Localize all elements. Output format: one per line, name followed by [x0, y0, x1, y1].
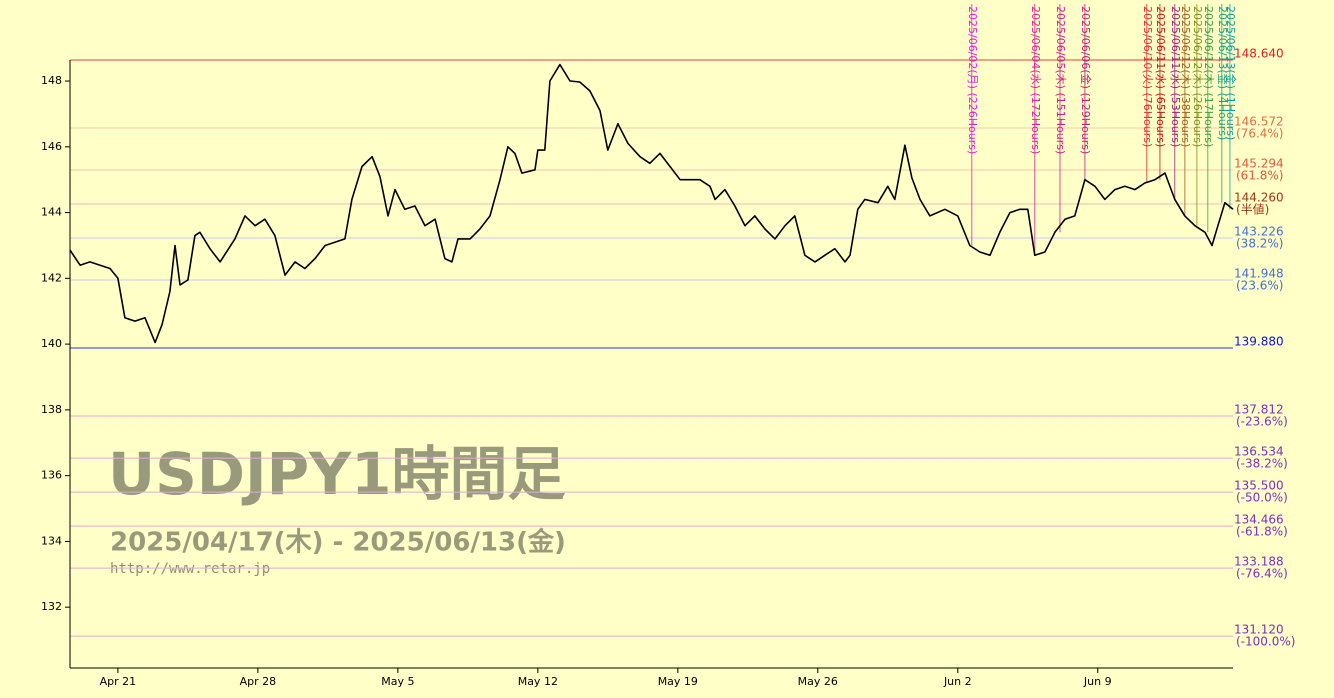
x-tick-label: Apr 21	[100, 675, 137, 688]
marker-label: 2025/06/13(金) (1Hours)	[1224, 6, 1238, 140]
x-tick-label: Jun 9	[1083, 675, 1112, 688]
y-tick-label: 132	[41, 600, 62, 613]
level-label: 148.640	[1234, 47, 1284, 61]
level-label: 133.188	[1234, 555, 1284, 569]
level-label: 135.500	[1234, 479, 1284, 493]
level-note: (-50.0%)	[1236, 491, 1288, 505]
y-tick-label: 146	[41, 140, 62, 153]
level-label: 131.120	[1234, 623, 1284, 637]
level-note: (-61.8%)	[1236, 525, 1288, 539]
marker-label: 2025/06/12(木) (38Hours)	[1179, 6, 1192, 147]
level-label: 137.812	[1234, 403, 1284, 417]
level-label: 134.466	[1234, 513, 1284, 527]
x-tick-label: May 12	[518, 675, 558, 688]
marker-label: 2025/06/04(水) (172Hours)	[1029, 6, 1042, 154]
level-note: (-100.0%)	[1236, 635, 1295, 649]
level-label: 144.260	[1234, 191, 1284, 205]
x-tick-label: May 5	[381, 675, 414, 688]
x-tick-label: May 19	[658, 675, 698, 688]
watermark-subtitle: 2025/04/17(木) - 2025/06/13(金)	[110, 527, 566, 558]
y-tick-label: 138	[41, 403, 62, 416]
y-tick-label: 134	[41, 534, 62, 547]
marker-label: 2025/06/11(水) (65Hours)	[1154, 6, 1167, 147]
y-tick-label: 148	[41, 74, 62, 87]
marker-label: 2025/06/11(水) (53Hours)	[1169, 6, 1182, 147]
level-label: 141.948	[1234, 267, 1284, 281]
level-note: (61.8%)	[1236, 169, 1283, 183]
level-label: 146.572	[1234, 115, 1284, 129]
level-note: (76.4%)	[1236, 127, 1283, 141]
watermark-title: USDJPY1時間足	[108, 440, 565, 508]
level-label: 139.880	[1234, 335, 1284, 349]
level-note: (-38.2%)	[1236, 457, 1288, 471]
y-tick-label: 142	[41, 271, 62, 284]
source-url: http://www.retar.jp	[110, 561, 270, 577]
marker-label: 2025/06/05(木) (151Hours)	[1054, 6, 1067, 154]
marker-label: 2025/06/12(木) (17Hours)	[1202, 6, 1215, 147]
x-tick-label: May 26	[798, 675, 838, 688]
level-label: 136.534	[1234, 445, 1284, 459]
y-tick-label: 136	[41, 469, 62, 482]
marker-label: 2025/06/02(月) (226Hours)	[966, 6, 979, 154]
level-note: (-76.4%)	[1236, 567, 1288, 581]
level-note: (-23.6%)	[1236, 415, 1288, 429]
price-line	[69, 63, 1234, 344]
y-tick-label: 144	[41, 206, 62, 219]
level-note: (23.6%)	[1236, 279, 1283, 293]
y-tick-label: 140	[41, 337, 62, 350]
x-tick-label: Apr 28	[240, 675, 277, 688]
level-label: 145.294	[1234, 157, 1284, 171]
level-note: (半値)	[1236, 202, 1269, 217]
marker-label: 2025/06/10(火) (76Hours)	[1141, 6, 1154, 147]
marker-label: 2025/06/12(木) (26Hours)	[1191, 6, 1204, 147]
marker-label: 2025/06/06(金) (129Hours)	[1079, 6, 1093, 154]
level-label: 143.226	[1234, 225, 1284, 239]
x-tick-label: Jun 2	[943, 675, 972, 688]
level-note: (38.2%)	[1236, 237, 1283, 251]
marker-label: 2025/06/13(金) (4Hours)	[1216, 6, 1230, 140]
